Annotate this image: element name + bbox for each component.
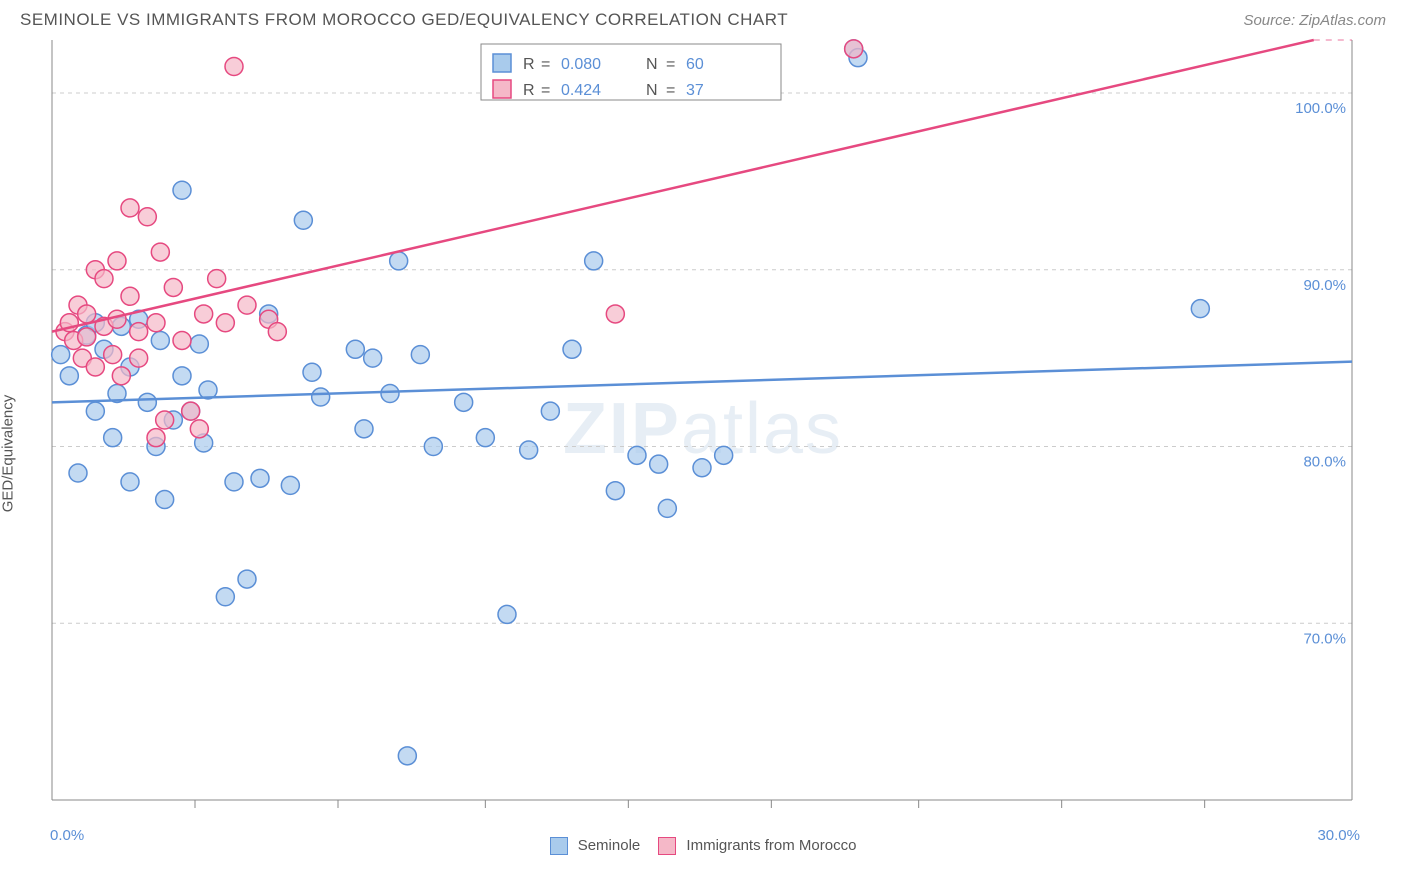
legend-swatch-morocco bbox=[658, 837, 676, 855]
legend-item-seminole: Seminole bbox=[550, 837, 641, 855]
svg-text:=: = bbox=[666, 56, 675, 73]
legend-item-morocco: Immigrants from Morocco bbox=[658, 837, 856, 855]
legend-label-morocco: Immigrants from Morocco bbox=[686, 837, 856, 854]
svg-text:80.0%: 80.0% bbox=[1303, 454, 1346, 471]
y-axis-label: GED/Equivalency bbox=[0, 395, 17, 513]
legend-label-seminole: Seminole bbox=[578, 837, 641, 854]
chart-area: GED/Equivalency ZIPatlas 70.0%80.0%90.0%… bbox=[0, 35, 1406, 855]
bottom-legend: Seminole Immigrants from Morocco bbox=[0, 837, 1406, 855]
svg-text:90.0%: 90.0% bbox=[1303, 277, 1346, 294]
svg-text:70.0%: 70.0% bbox=[1303, 630, 1346, 647]
scatter-chart-svg: 70.0% 80.0% 90.0% 100.0% R = 0.080 N = 60 R = 0.424 N… bbox=[40, 35, 1370, 845]
svg-text:0.080: 0.080 bbox=[561, 56, 601, 73]
svg-text:37: 37 bbox=[686, 82, 704, 99]
svg-text:R: R bbox=[523, 82, 535, 99]
svg-text:=: = bbox=[541, 82, 550, 99]
svg-text:100.0%: 100.0% bbox=[1295, 100, 1346, 117]
svg-text:=: = bbox=[541, 56, 550, 73]
chart-source: Source: ZipAtlas.com bbox=[1243, 12, 1386, 29]
svg-text:60: 60 bbox=[686, 56, 704, 73]
chart-header: SEMINOLE VS IMMIGRANTS FROM MOROCCO GED/… bbox=[0, 0, 1406, 35]
svg-text:N: N bbox=[646, 56, 658, 73]
legend-swatch-seminole bbox=[550, 837, 568, 855]
svg-text:0.424: 0.424 bbox=[561, 82, 601, 99]
svg-text:R: R bbox=[523, 56, 535, 73]
chart-title: SEMINOLE VS IMMIGRANTS FROM MOROCCO GED/… bbox=[20, 10, 788, 30]
svg-text:=: = bbox=[666, 82, 675, 99]
svg-text:N: N bbox=[646, 82, 658, 99]
